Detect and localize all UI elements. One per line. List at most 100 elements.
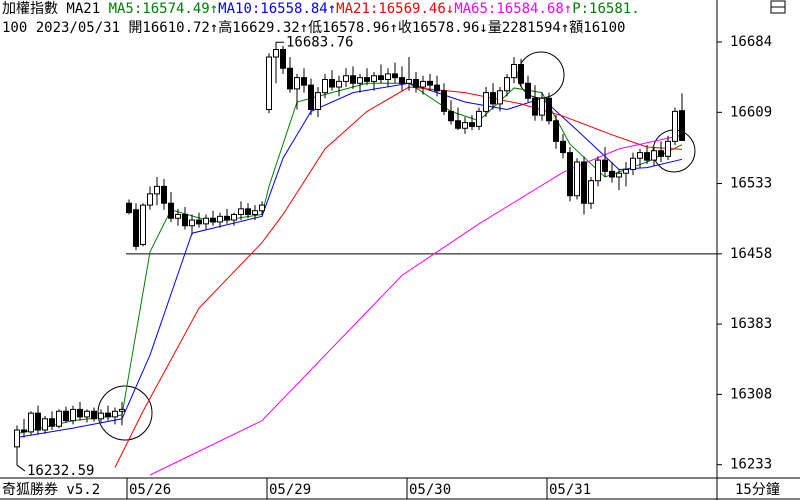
candle-body [602, 159, 608, 172]
candle-body [189, 219, 195, 227]
candle-body [301, 77, 307, 86]
candle-body [308, 84, 314, 111]
candle-body [476, 110, 482, 127]
candle-body [259, 204, 265, 212]
candle-body [518, 64, 524, 84]
subheader: 100 2023/05/31 開16610.72↑高16629.32↑低1657… [2, 19, 625, 36]
header-segment: MA5:16574.49↑ [109, 1, 219, 17]
candle-body [14, 429, 20, 448]
candle-body [273, 49, 279, 58]
candle-body [119, 408, 125, 412]
candle-body [427, 80, 433, 86]
candle-body [644, 152, 650, 161]
y-tick-label: 16609 [730, 104, 772, 120]
candle-body [280, 49, 286, 69]
candle-body [469, 122, 475, 127]
candle-body [154, 185, 160, 195]
candle-body [399, 77, 405, 84]
y-tick-label: 16684 [730, 34, 772, 50]
candle-body [651, 150, 657, 161]
y-tick-label: 16308 [730, 386, 772, 402]
candle-body [252, 210, 258, 215]
candle-body [77, 408, 83, 418]
candle-body [665, 140, 671, 157]
candle-body [364, 77, 370, 82]
candle-body [231, 213, 237, 221]
x-tick-label: 05/26 [129, 482, 171, 498]
y-tick-label: 16533 [730, 176, 772, 192]
candle-body [357, 77, 363, 84]
candle-body [497, 90, 503, 105]
candle-body [371, 75, 377, 82]
y-tick-label: 16383 [730, 316, 772, 332]
candle-body [49, 418, 55, 427]
candle-body [133, 209, 139, 247]
candle-body [98, 412, 104, 420]
candle-body [406, 79, 412, 84]
candle-body [350, 75, 356, 84]
candle-body [392, 73, 398, 79]
candle-body [532, 97, 538, 116]
candle-body [329, 79, 335, 88]
candle-body [553, 120, 559, 142]
candle-body [140, 204, 146, 245]
candle-body [266, 56, 272, 111]
candle-body [378, 75, 384, 81]
candle-body [574, 161, 580, 197]
header: 加權指數 MA21 MA5:16574.49↑MA10:16558.84↑MA2… [2, 1, 640, 17]
candle-body [182, 213, 188, 227]
ma-line [114, 86, 683, 468]
candle-body [525, 82, 531, 99]
candle-body [434, 84, 440, 92]
candle-body [336, 80, 342, 88]
candle-body [238, 208, 244, 215]
candle-body [315, 92, 321, 111]
candle-body [609, 170, 615, 178]
candle-body [637, 152, 643, 159]
candle-body [441, 90, 447, 112]
annotation-leader [16, 464, 26, 472]
candle-body [161, 185, 167, 204]
footer-left: 奇狐勝券 v5.2 [2, 481, 100, 498]
candle-body [658, 150, 664, 157]
candle-body [679, 110, 685, 141]
candle-body [546, 97, 552, 122]
footer-right: 15分鐘 [735, 481, 780, 498]
ma-line [149, 134, 683, 476]
candle-body [343, 75, 349, 82]
candle-body [126, 202, 132, 214]
candle-body [175, 213, 181, 219]
candle-body [245, 208, 251, 215]
candle-body [21, 429, 27, 433]
candle-body [420, 80, 426, 88]
candle-body [630, 157, 636, 170]
x-tick-label: 05/30 [409, 482, 451, 498]
candle-body [70, 408, 76, 422]
candle-body [504, 77, 510, 92]
candle-body [168, 202, 174, 219]
candle-body [112, 410, 118, 418]
candle-body [28, 412, 34, 433]
candle-body [385, 73, 391, 81]
ma-line [16, 82, 683, 439]
candle-body [294, 77, 300, 90]
candle-body [539, 97, 545, 116]
candle-body [105, 412, 111, 418]
candle-body [616, 172, 622, 178]
y-tick-label: 16458 [730, 246, 772, 262]
candle-body [672, 110, 678, 142]
candle-body [595, 159, 601, 182]
candle-body [560, 140, 566, 154]
header-segment: 加權指數 MA21 [2, 1, 109, 17]
candle-body [287, 67, 293, 90]
candle-body [623, 168, 629, 174]
candle-body [581, 161, 587, 204]
candle-body [490, 92, 496, 105]
candle-body [203, 217, 209, 225]
candle-body [455, 120, 461, 129]
candle-body [511, 64, 517, 79]
candle-body [42, 418, 48, 431]
candle-body [588, 180, 594, 204]
